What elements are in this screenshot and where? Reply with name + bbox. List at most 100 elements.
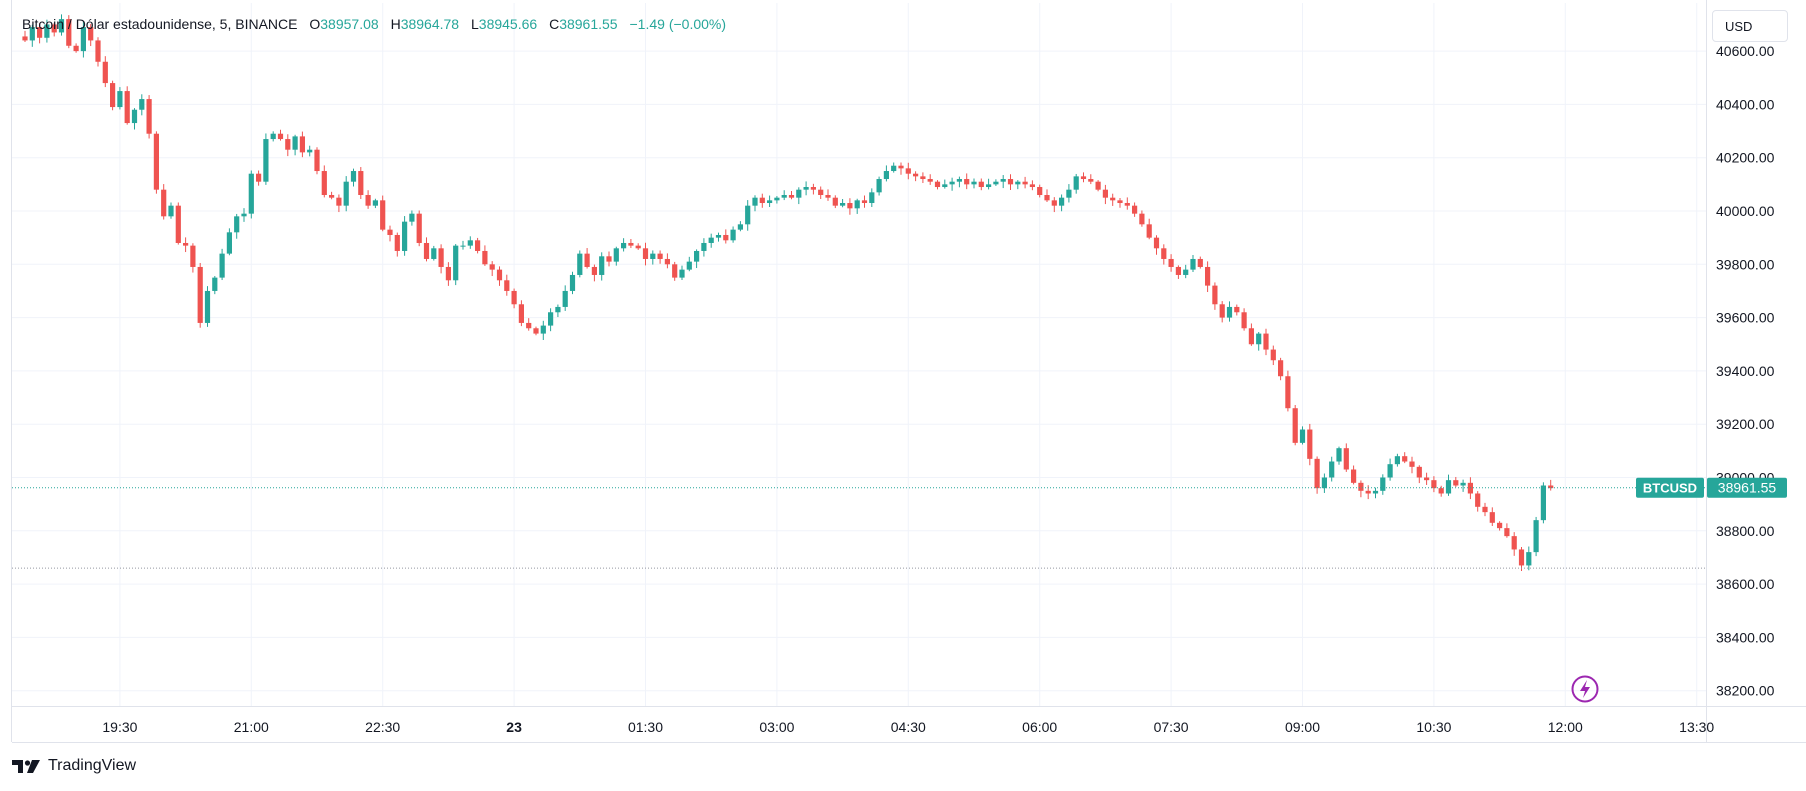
price-tick-label: 39600.00	[1716, 310, 1775, 326]
candle	[1190, 254, 1196, 273]
candle	[445, 262, 451, 286]
candle	[913, 171, 919, 182]
time-tick-label: 12:00	[1548, 719, 1583, 735]
candle	[898, 162, 904, 175]
price-tick-label: 39400.00	[1716, 363, 1775, 379]
candle	[1358, 480, 1364, 498]
candle	[22, 30, 28, 43]
candle	[1278, 357, 1284, 381]
candle	[788, 191, 795, 200]
time-tick-label: 21:00	[234, 719, 269, 735]
candle	[387, 225, 393, 242]
change-value: −1.49 (−0.00%)	[629, 16, 727, 32]
candle	[1234, 304, 1240, 316]
candle	[993, 179, 999, 186]
candle	[986, 178, 992, 190]
time-tick-label: 03:00	[759, 719, 794, 735]
price-tick-label: 40000.00	[1716, 203, 1775, 219]
candle	[818, 186, 824, 200]
high-label: H	[390, 16, 401, 32]
candle	[110, 80, 116, 111]
candle	[438, 244, 444, 274]
candle	[1117, 197, 1123, 208]
candle	[314, 147, 320, 175]
candle	[51, 22, 57, 37]
candle	[358, 167, 364, 200]
candle	[613, 246, 619, 266]
candle	[511, 288, 517, 309]
candle	[942, 179, 948, 189]
candle	[1051, 197, 1057, 213]
candle	[504, 274, 510, 296]
candle	[825, 189, 831, 201]
brand-text: TradingView	[48, 757, 137, 774]
candle	[1124, 197, 1130, 210]
candle	[650, 250, 656, 265]
candle	[496, 266, 503, 286]
candle	[1044, 189, 1050, 202]
candle	[336, 194, 342, 213]
candle	[1080, 172, 1087, 183]
candle	[1146, 218, 1152, 240]
candle	[1380, 474, 1386, 495]
candle	[1139, 210, 1145, 227]
candle	[1102, 184, 1108, 205]
candle	[1453, 476, 1459, 488]
candle	[263, 133, 269, 185]
price-tick-label: 40600.00	[1716, 43, 1775, 59]
lightning-icon[interactable]	[1571, 675, 1599, 703]
symbol-title[interactable]: Bitcoin / Dólar estadounidense, 5, BINAN…	[22, 16, 298, 32]
candle	[694, 249, 700, 269]
candle	[475, 237, 481, 254]
tradingview-footer[interactable]: TradingView	[12, 757, 136, 775]
symbol-tag-label: BTCUSD	[1643, 481, 1697, 496]
candle	[964, 173, 970, 190]
candle	[730, 226, 736, 243]
candle	[518, 300, 524, 327]
candle	[642, 242, 649, 266]
candle	[226, 228, 232, 256]
candle	[555, 304, 561, 318]
candle	[956, 176, 962, 188]
candle	[1372, 487, 1379, 499]
candle	[416, 210, 422, 247]
price-axis[interactable]: 40600.00 40400.00 40200.00 40000.00 39800.00…	[1716, 43, 1775, 699]
candle	[95, 37, 101, 67]
time-tick-label: 01:30	[628, 719, 663, 735]
candle	[277, 129, 284, 141]
candle	[1292, 405, 1298, 446]
candle	[1299, 426, 1306, 445]
candle	[745, 200, 751, 231]
candle	[920, 172, 926, 184]
candle	[577, 250, 583, 278]
candle	[1219, 301, 1225, 323]
candle	[905, 162, 911, 180]
candle	[37, 23, 43, 44]
currency-button[interactable]: USD	[1712, 10, 1788, 42]
open-value: 38957.08	[320, 16, 379, 32]
candle	[606, 251, 612, 267]
candle	[1183, 264, 1189, 279]
candle	[1197, 256, 1203, 269]
candle	[810, 183, 816, 195]
time-tick-label: 09:00	[1285, 719, 1320, 735]
candle	[66, 15, 72, 49]
time-tick-label: 10:30	[1416, 719, 1451, 735]
candle	[883, 165, 889, 182]
candle	[927, 174, 933, 185]
last-price-label: 38961.55	[1718, 480, 1777, 496]
candle	[183, 237, 189, 253]
time-axis[interactable]: 19:30 21:00 22:30 23 01:30 03:00 04:30 06:00 07:…	[102, 719, 1714, 735]
candle	[569, 271, 576, 295]
candle	[212, 276, 218, 295]
price-lines	[12, 487, 1706, 569]
price-tick-label: 40200.00	[1716, 150, 1775, 166]
chart-frame	[11, 0, 1806, 743]
candle	[715, 232, 722, 242]
candle	[29, 24, 35, 47]
candle	[409, 210, 415, 226]
time-tick-label: 04:30	[891, 719, 926, 735]
candle	[285, 134, 291, 157]
candle	[1431, 476, 1437, 493]
